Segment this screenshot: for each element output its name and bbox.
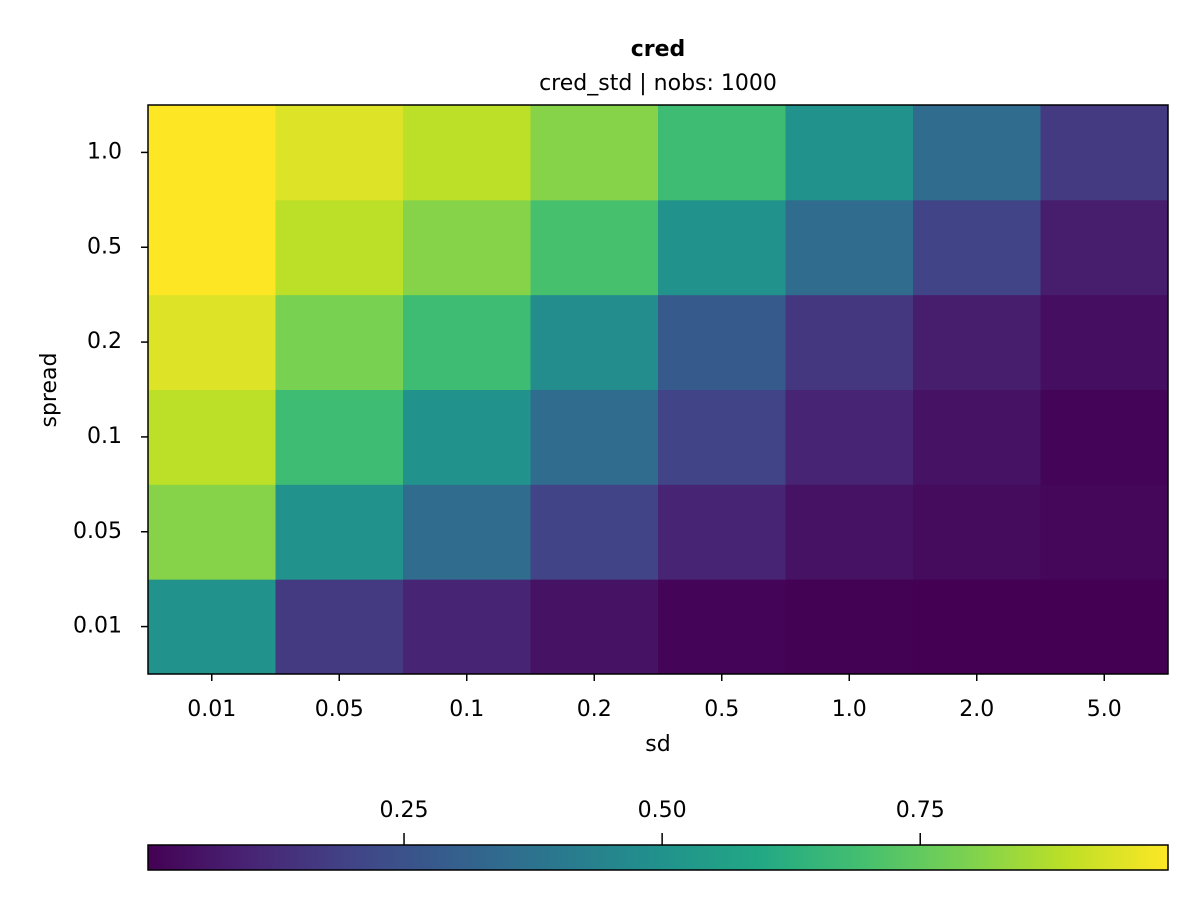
heatmap-cell [530,484,659,580]
heatmap-cell [1040,484,1169,580]
heatmap-cell [275,105,404,201]
plot-frame [147,104,1169,675]
heatmap-cell [658,579,786,675]
heatmap-cell [785,389,914,485]
heatmap-cell [1040,199,1169,296]
colorbar-tick-label: 0.25 [380,798,429,823]
y-tick-label: 0.5 [87,234,122,259]
x-tick-label: 2.0 [959,697,994,722]
x-tick-label: 0.5 [704,697,739,722]
colorbar-tick-label: 0.75 [896,798,945,823]
heatmap-cell [658,484,786,580]
heatmap-cell [403,579,531,675]
heatmap-cell [403,199,531,296]
heatmap-cell [148,199,276,296]
y-tick-label: 1.0 [87,139,122,164]
y-tick-label: 0.2 [87,329,122,354]
heatmap-cell [530,579,659,675]
heatmap-cell [658,199,786,296]
heatmap-cell [785,579,914,675]
heatmap-cell [658,105,786,201]
heatmap-cell [1040,389,1169,485]
heatmap-cell [658,389,786,485]
x-tick-label: 0.1 [449,697,484,722]
y-axis-label: spread [37,353,62,428]
heatmap-cell [530,199,659,296]
heatmap-cell [913,389,1041,485]
heatmap-cell [1040,105,1169,201]
heatmap-cell [1040,579,1169,675]
heatmap-cell [148,579,276,675]
x-tick-label: 0.05 [315,697,364,722]
heatmap-cell [148,105,276,201]
chart-subtitle: cred_std | nobs: 1000 [539,71,777,96]
heatmap-cell [403,294,531,390]
colorbar-tick-label: 0.50 [638,798,687,823]
heatmap-cell [913,484,1041,580]
heatmap-cell [785,105,914,201]
x-tick-label: 5.0 [1087,697,1122,722]
x-axis-label: sd [645,732,670,757]
heatmap-cell [913,199,1041,296]
heatmap-cell [275,579,404,675]
y-tick-label: 0.1 [87,424,122,449]
heatmap-cell [148,484,276,580]
y-tick-label: 0.05 [73,519,122,544]
x-tick-label: 0.01 [187,697,236,722]
heatmap-cell [785,294,914,390]
x-tick-label: 1.0 [832,697,867,722]
heatmap-cell [148,389,276,485]
heatmap-cell [785,199,914,296]
heatmap-cell [913,294,1041,390]
heatmap-cell [275,484,404,580]
colorbar [147,844,1169,871]
heatmap-cell [403,105,531,201]
heatmap-cell [913,579,1041,675]
heatmap-cell [913,105,1041,201]
y-tick-label: 0.01 [73,614,122,639]
heatmap-cell [275,199,404,296]
heatmap-cell [275,389,404,485]
heatmap-cell [148,294,276,390]
heatmap-cell [403,484,531,580]
heatmap-cell [785,484,914,580]
heatmap-cell [530,105,659,201]
heatmap-cell [275,294,404,390]
heatmap-cell [530,294,659,390]
heatmap-cell [1040,294,1169,390]
chart-title: cred [631,37,686,62]
x-tick-label: 0.2 [577,697,612,722]
heatmap-cell [530,389,659,485]
heatmap-cell [403,389,531,485]
heatmap-cell [658,294,786,390]
